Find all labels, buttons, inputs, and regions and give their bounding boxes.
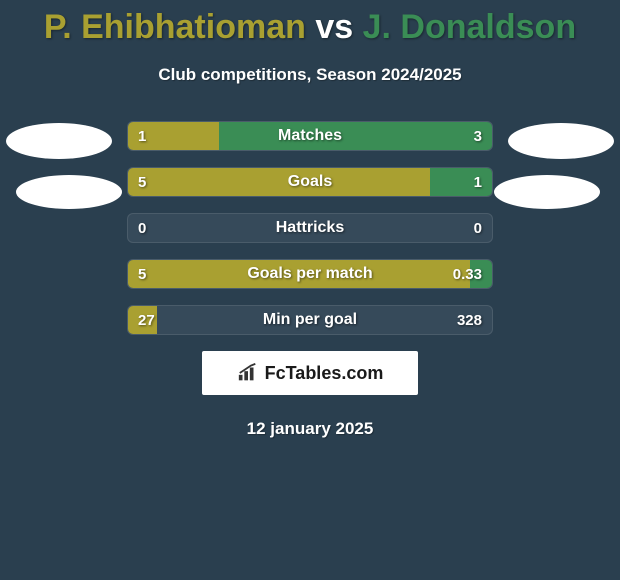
bar-right-fill: [470, 260, 492, 288]
logo-text: FcTables.com: [265, 363, 384, 384]
bar-row: 51Goals: [127, 167, 493, 197]
bar-right-fill: [219, 122, 492, 150]
vs-text: vs: [315, 8, 353, 46]
bar-right-value: 0: [474, 214, 482, 242]
player1-name: P. Ehibhatioman: [44, 8, 306, 46]
chart-icon: [237, 363, 259, 383]
bar-left-fill: [128, 168, 430, 196]
bar-left-value: 0: [138, 214, 146, 242]
bar-left-fill: [128, 260, 470, 288]
subtitle: Club competitions, Season 2024/2025: [0, 65, 620, 85]
footer: FcTables.com 12 january 2025: [0, 351, 620, 439]
bar-right-value: 328: [457, 306, 482, 334]
player2-name: J. Donaldson: [363, 8, 576, 46]
bar-label: Hattricks: [128, 214, 492, 242]
player2-avatar-placeholder: [508, 123, 614, 159]
date-text: 12 january 2025: [0, 419, 620, 439]
comparison-bars: 13Matches 51Goals 0 0Hattricks 50.33Goals pe…: [127, 121, 493, 335]
bar-row: 0 0Hattricks: [127, 213, 493, 243]
logo-box[interactable]: FcTables.com: [202, 351, 418, 395]
player1-avatar-placeholder: [6, 123, 112, 159]
bar-row: 50.33Goals per match: [127, 259, 493, 289]
comparison-area: 13Matches 51Goals 0 0Hattricks 50.33Goals pe…: [0, 121, 620, 335]
bar-left-fill: [128, 306, 157, 334]
page-title: P. Ehibhatioman vs J. Donaldson: [0, 8, 620, 47]
bar-right-fill: [430, 168, 492, 196]
bar-row: 27328Min per goal: [127, 305, 493, 335]
bar-left-fill: [128, 122, 219, 150]
header: P. Ehibhatioman vs J. Donaldson Club com…: [0, 0, 620, 85]
bar-row: 13Matches: [127, 121, 493, 151]
player1-avatar-placeholder-2: [16, 175, 122, 209]
bar-label: Min per goal: [128, 306, 492, 334]
player2-avatar-placeholder-2: [494, 175, 600, 209]
